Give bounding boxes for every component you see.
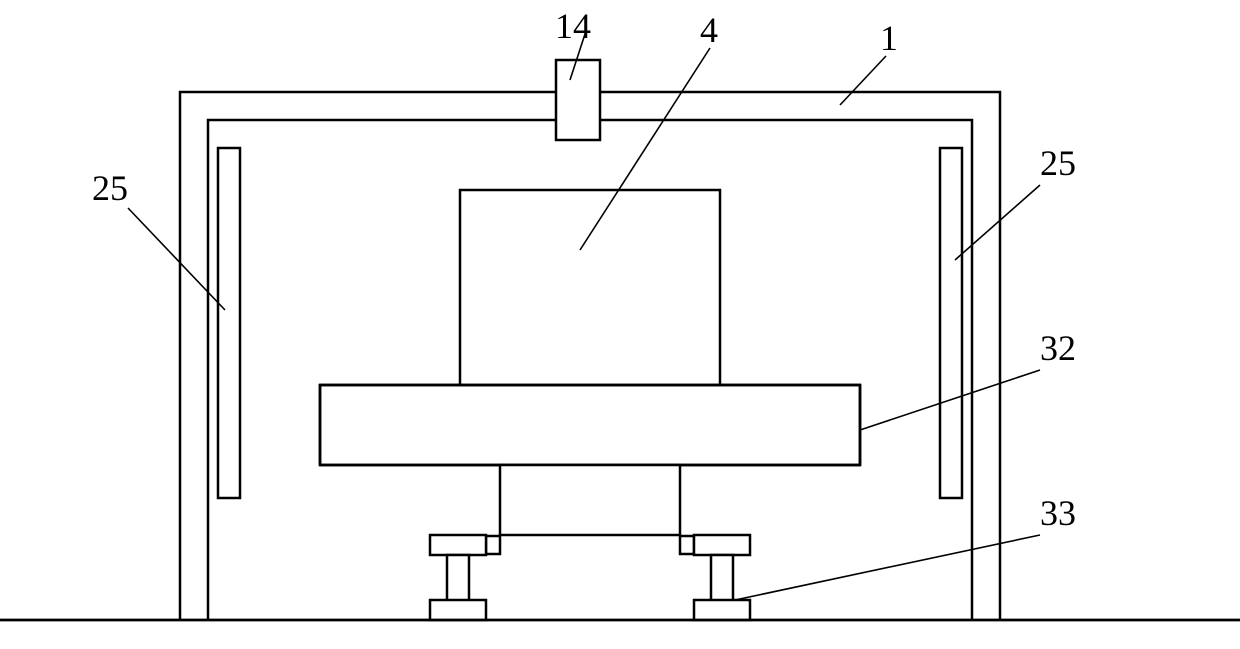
beam-mask [462, 387, 719, 464]
upper-block [460, 190, 720, 385]
trolley-body [500, 465, 680, 535]
label-25: 25 [92, 168, 128, 208]
label-14: 14 [555, 6, 591, 46]
left-side-strip [218, 148, 240, 498]
right-side-strip [940, 148, 962, 498]
leader-33 [735, 535, 1040, 600]
wheel-left [430, 535, 500, 620]
leader-1 [840, 56, 886, 105]
leader-25 [128, 208, 225, 310]
leader-25 [955, 185, 1040, 260]
wheel-right [680, 535, 750, 620]
label-33: 33 [1040, 493, 1076, 533]
label-25: 25 [1040, 143, 1076, 183]
label-32: 32 [1040, 328, 1076, 368]
label-1: 1 [880, 18, 898, 58]
label-4: 4 [700, 10, 718, 50]
handle-14 [556, 60, 600, 140]
